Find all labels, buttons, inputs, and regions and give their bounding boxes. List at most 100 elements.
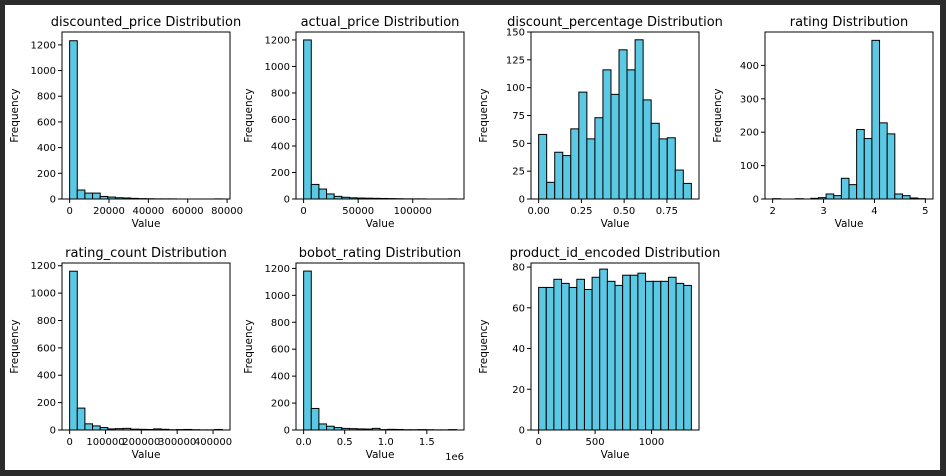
x-axis-label: Value [601,218,630,230]
histogram-bar [561,282,570,431]
x-tick-label: 100000 [394,206,432,217]
chart-title: rating Distribution [790,15,909,30]
histogram-bar [568,286,578,431]
y-tick-label: 400 [271,372,290,383]
histogram-bar [310,407,320,431]
y-tick-label: 25 [512,167,525,178]
y-tick-label: 1200 [31,40,56,51]
histogram-bar [894,193,903,200]
histogram-bar [326,193,335,200]
histogram-bar [538,286,547,431]
histogram-bar [594,117,604,200]
histogram-bar [637,272,647,431]
histogram-bar [825,193,835,200]
y-tick-label: 200 [37,169,56,180]
y-tick-label: 0 [519,426,525,437]
axes-frame [295,262,465,431]
x-tick-label: 1000 [639,437,664,448]
y-tick-label: 0 [284,195,290,206]
histogram-bar [69,40,78,200]
histogram-bar [84,423,94,431]
y-tick-label: 200 [740,128,759,139]
y-tick-label: 40 [512,344,525,355]
x-tick-label: 0.50 [613,206,635,217]
y-tick-label: 0 [50,426,56,437]
x-tick-label: 40000 [132,206,164,217]
y-tick-label: 60 [512,303,525,314]
subplot-1: 0 20000 40000 60000 80000 0 200 400 600 800 1000 12… [9,15,243,230]
x-tick-label: 5 [922,206,928,217]
y-tick-label: 600 [271,115,290,126]
histogram-bar [614,284,624,431]
y-tick-label: 800 [37,92,56,103]
histogram-bar [626,69,636,200]
histogram-bar [576,278,585,431]
y-tick-label: 400 [740,61,759,72]
chart-title: bobot_rating Distribution [299,246,462,261]
x-tick-label: 0 [300,206,306,217]
histogram-bar [634,39,644,200]
y-tick-label: 1000 [265,62,290,73]
histogram-bar [645,280,654,431]
x-tick-label: 1.5 [419,437,435,448]
y-tick-label: 800 [271,318,290,329]
y-tick-label: 0 [519,195,525,206]
histogram-bar [578,91,588,200]
x-tick-label: 100000 [86,437,124,448]
histogram-bar [863,138,873,200]
chart-title: rating_count Distribution [65,246,227,261]
y-tick-label: 200 [37,398,56,409]
y-axis-label: Frequency [9,88,21,142]
y-tick-label: 1200 [265,35,290,46]
y-tick-label: 300 [740,94,759,105]
histogram-bar [562,155,572,200]
x-tick-label: 0.75 [656,206,678,217]
y-tick-label: 1200 [31,261,56,272]
histogram-bar [326,425,335,431]
x-tick-label: 0 [66,206,72,217]
y-tick-label: 200 [271,399,290,410]
histogram-bar [879,122,888,200]
x-tick-label: 0 [535,437,541,448]
histogram-bar [675,282,685,431]
x-tick-label: 1.0 [378,437,394,448]
y-tick-label: 100 [506,83,525,94]
x-axis-label: Value [366,449,395,461]
x-tick-label: 0.5 [337,437,353,448]
x-tick-label: 2 [769,206,775,217]
x-tick-label: 400000 [194,437,232,448]
y-tick-label: 800 [37,316,56,327]
histogram-bar [871,39,881,200]
histogram-bar [303,270,312,431]
y-tick-label: 80 [512,263,525,274]
histogram-bar [310,183,320,200]
subplot-4: 2 3 4 5 0 100 200 300 400 rating Distribution Valu… [712,15,934,230]
histogram-bar [618,49,628,200]
y-tick-label: 1000 [265,291,290,302]
y-tick-label: 800 [271,88,290,99]
x-offset-label: 1e6 [445,452,464,463]
y-tick-label: 400 [37,371,56,382]
histogram-bar [538,133,548,200]
x-axis-label: Value [132,449,161,461]
histogram-bar [570,128,580,200]
x-tick-label: 0 [66,437,72,448]
axes-frame [295,31,465,200]
histogram-bar [650,122,660,200]
histogram-bar [658,138,668,200]
axes-frame [61,31,231,200]
y-axis-label: Frequency [478,88,490,142]
x-tick-label: 200000 [122,437,160,448]
x-tick-label: 0.25 [570,206,592,217]
y-tick-label: 600 [37,117,56,128]
x-axis-label: Value [601,449,630,461]
y-tick-label: 400 [37,143,56,154]
y-axis-label: Frequency [712,88,724,142]
x-tick-label: 0.00 [528,206,550,217]
histogram-bar [554,151,564,200]
histogram-bar [92,425,101,431]
histogram-bar [901,195,911,200]
histogram-bar [545,286,555,431]
histogram-bar [318,423,328,431]
